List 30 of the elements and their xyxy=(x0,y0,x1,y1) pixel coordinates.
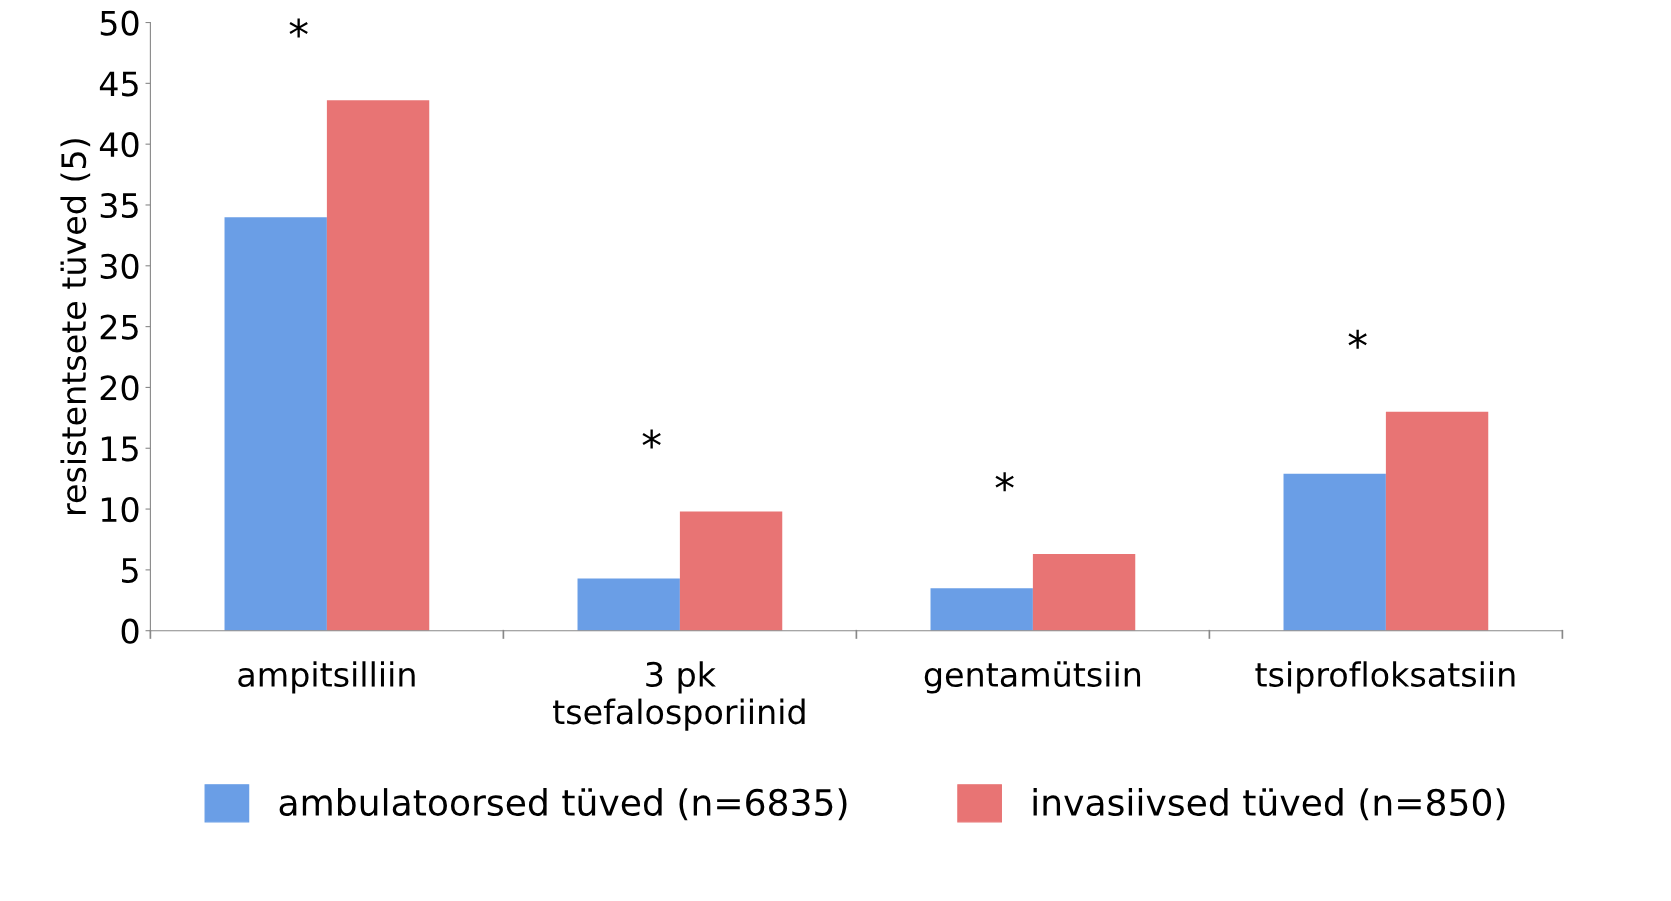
y-axis-title: resistentsete tüved (5) xyxy=(60,139,91,514)
y-tick-label: 0 xyxy=(121,618,139,644)
bar xyxy=(930,588,1033,631)
x-tick-label: tsiprofloksatsiin xyxy=(1255,661,1515,694)
x-tick-label: 3 pk tsefalosporiinid xyxy=(553,661,805,731)
y-tick-label: 10 xyxy=(101,496,139,523)
y-tick-label: 35 xyxy=(100,192,138,219)
bar xyxy=(224,217,327,631)
x-tick-label: ampitsilliin xyxy=(238,661,415,694)
x-tick-label: gentamütsiin xyxy=(924,661,1141,694)
y-tick-label: 45 xyxy=(99,71,138,97)
y-tick-label: 20 xyxy=(100,375,139,401)
legend-label: ambulatoorsed tüved (n=6835) xyxy=(279,788,847,821)
bar xyxy=(577,578,680,631)
bar xyxy=(1283,473,1386,631)
bar xyxy=(326,100,430,631)
annotation: * xyxy=(995,472,1014,492)
legend-label: invasiivsed tüved (n=850) xyxy=(1033,788,1505,821)
y-tick-label: 40 xyxy=(99,132,139,158)
y-tick-label: 25 xyxy=(100,314,138,340)
y-tick-label: 15 xyxy=(101,436,138,462)
y-tick-label: 30 xyxy=(100,253,139,279)
bar xyxy=(679,511,783,631)
annotation: * xyxy=(1348,329,1367,349)
bar xyxy=(1385,411,1489,631)
y-tick-label: 50 xyxy=(100,10,139,36)
annotation: * xyxy=(289,18,308,38)
bar xyxy=(1032,554,1136,631)
annotation: * xyxy=(642,429,661,449)
y-tick-label: 5 xyxy=(122,558,138,584)
